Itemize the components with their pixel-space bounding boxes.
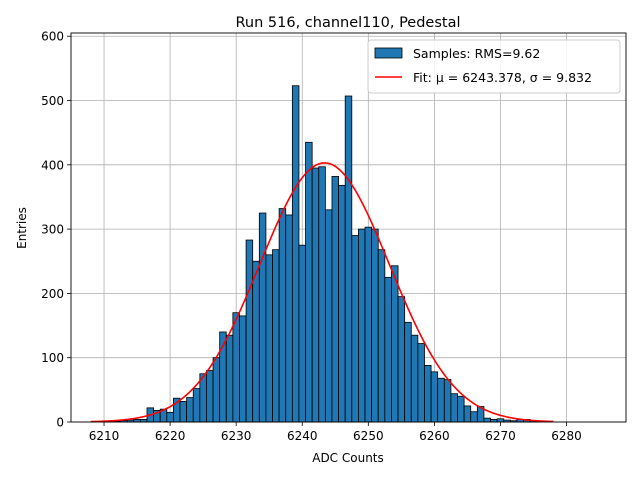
histogram-bar xyxy=(331,175,339,423)
histogram-bar xyxy=(364,226,373,423)
histogram-bar xyxy=(252,260,260,423)
histogram-bar xyxy=(245,239,254,423)
histogram-bar xyxy=(424,365,432,423)
plot-frame xyxy=(70,32,627,423)
histogram-bar xyxy=(258,212,267,423)
histogram-bar xyxy=(318,166,326,423)
histogram-bar xyxy=(351,235,359,423)
histogram-bar xyxy=(410,334,419,423)
y-tick-label: 200 xyxy=(41,287,64,301)
histogram-bar xyxy=(417,343,425,423)
histogram-bar xyxy=(186,397,194,423)
histogram-bar xyxy=(305,141,313,423)
histogram-bar xyxy=(470,411,478,423)
histogram-bar xyxy=(285,214,293,423)
histogram-bar xyxy=(371,228,379,423)
x-tick-label: 6230 xyxy=(221,429,252,443)
histogram-bar xyxy=(463,405,472,423)
histogram-bar xyxy=(311,167,320,423)
histogram-bar xyxy=(391,265,399,423)
histogram-bar xyxy=(291,85,300,423)
x-tick-label: 6220 xyxy=(155,429,186,443)
histogram-bar xyxy=(457,395,465,423)
histogram-bar xyxy=(278,208,287,423)
y-tick-label: 500 xyxy=(41,94,64,108)
x-tick-label: 6260 xyxy=(419,429,450,443)
histogram-bar xyxy=(225,334,234,423)
x-axis-ticks: 6210 6220 6230 6240 6250 6260 6270 6280 xyxy=(89,422,582,443)
histogram-bar xyxy=(206,370,214,423)
histogram-bar xyxy=(298,244,306,423)
y-tick-label: 400 xyxy=(41,158,64,172)
legend-label-fit: Fit: μ = 6243.378, σ = 9.832 xyxy=(413,70,592,85)
y-tick-label: 100 xyxy=(41,351,64,365)
histogram-bar xyxy=(192,388,201,423)
histogram-bar xyxy=(272,249,280,423)
legend: Samples: RMS=9.62 Fit: μ = 6243.378, σ =… xyxy=(367,39,621,94)
x-tick-label: 6250 xyxy=(353,429,384,443)
chart-title: Run 516, channel110, Pedestal xyxy=(235,15,460,31)
histogram-bar xyxy=(212,357,221,423)
x-tick-label: 6210 xyxy=(89,429,120,443)
histogram-bar xyxy=(377,249,386,423)
legend-label-samples: Samples: RMS=9.62 xyxy=(413,46,540,61)
y-tick-label: 300 xyxy=(41,223,64,237)
histogram-bar xyxy=(384,276,392,423)
legend-box xyxy=(367,39,621,94)
histogram-bar xyxy=(358,228,366,423)
legend-swatch-samples xyxy=(374,47,403,59)
histogram-bar xyxy=(166,411,174,423)
histogram-bar xyxy=(443,379,452,423)
histogram-bar xyxy=(239,315,247,423)
x-tick-label: 6270 xyxy=(485,429,516,443)
histogram-bar xyxy=(232,312,240,423)
histogram-bar xyxy=(450,393,458,423)
y-tick-label: 600 xyxy=(41,30,64,44)
histogram-bar xyxy=(397,296,406,423)
histogram-bar xyxy=(483,417,491,423)
histogram-bar xyxy=(179,401,188,423)
y-axis-label: Entries xyxy=(15,207,29,249)
x-tick-label: 6240 xyxy=(287,429,318,443)
histogram-bar xyxy=(430,371,439,423)
x-tick-label: 6280 xyxy=(551,429,582,443)
histogram-bar xyxy=(437,377,445,423)
fit-curve xyxy=(90,162,554,423)
histogram-bar xyxy=(338,184,346,423)
histogram-bar xyxy=(404,321,412,423)
y-tick-label: 0 xyxy=(56,416,64,430)
histogram-bar xyxy=(265,254,273,423)
histogram-bars xyxy=(106,85,538,423)
x-axis-label: ADC Counts xyxy=(312,451,384,465)
histogram-bar xyxy=(324,209,333,423)
histogram-bar xyxy=(344,95,353,423)
histogram-bar xyxy=(496,418,505,423)
y-axis-ticks: 0 100 200 300 400 500 600 xyxy=(41,30,71,430)
